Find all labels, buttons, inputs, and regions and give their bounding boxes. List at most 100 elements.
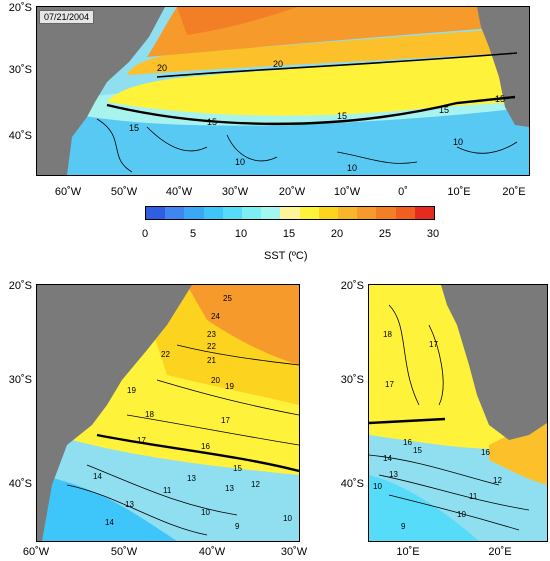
contour-label: 12 — [251, 480, 260, 489]
contour-label: 23 — [207, 330, 216, 339]
colorbar-tick: 20 — [330, 228, 344, 240]
colorbar-swatch — [242, 207, 262, 219]
top-contour-labels: 20 20 15 15 15 15 15 10 10 10 — [129, 59, 505, 173]
south-america-landmass — [37, 285, 192, 541]
contour-label: 11 — [163, 486, 172, 495]
contour-label: 14 — [105, 518, 114, 527]
contour-label: 22 — [161, 350, 170, 359]
colorbar-swatch — [318, 207, 339, 219]
contour-label: 20 — [157, 63, 167, 73]
contour-label: 12 — [493, 476, 502, 485]
colorbar-swatch — [376, 207, 396, 219]
x-tick-label: 10˚W — [333, 186, 361, 198]
contour-label: 9 — [235, 522, 240, 531]
colorbar-swatch — [338, 207, 358, 219]
colorbar-tick: 30 — [426, 228, 440, 240]
contour-label: 20 — [211, 376, 220, 385]
contour-label: 17 — [385, 380, 394, 389]
x-tick-label: 20˚E — [488, 546, 512, 558]
contour-label: 18 — [145, 410, 154, 419]
colorbar-swatch — [357, 207, 377, 219]
x-tick-label: 50˚W — [110, 546, 138, 558]
x-tick-label: 0˚ — [398, 186, 408, 198]
contour-label: 25 — [223, 294, 232, 303]
cold-contours — [96, 118, 518, 173]
colorbar-swatch — [146, 207, 166, 219]
colorbar-tick: 15 — [282, 228, 296, 240]
x-tick-label: 50˚W — [110, 186, 138, 198]
contour-label: 16 — [201, 442, 210, 451]
contour-label: 18 — [383, 330, 392, 339]
contour-label: 15 — [337, 111, 347, 121]
south-america-landmass — [37, 7, 165, 175]
contour-20 — [156, 52, 518, 78]
contour-lines — [66, 344, 299, 536]
africa-landmass — [441, 285, 547, 440]
contour-label: 13 — [187, 474, 196, 483]
colorbar-swatch — [261, 207, 281, 219]
top-map-panel: 20 20 15 15 15 15 15 10 10 10 — [36, 6, 530, 176]
sst-agulhas-warm — [489, 420, 547, 485]
sst-27-band — [177, 7, 297, 35]
contour-label: 10 — [235, 157, 245, 167]
contour-label: 11 — [469, 492, 478, 501]
contour-lines — [369, 304, 530, 531]
bottom-right-contour-labels: 18 17 17 16 16 15 14 13 12 11 10 10 9 — [373, 330, 502, 531]
bottom-left-map-svg: 25 24 23 22 22 21 20 19 19 18 17 17 16 1… — [37, 285, 299, 541]
bottom-left-map-panel: 25 24 23 22 22 21 20 19 19 18 17 17 16 1… — [36, 284, 300, 542]
contour-label: 15 — [495, 94, 505, 104]
contour-label: 10 — [201, 508, 210, 517]
contour-label: 10 — [453, 137, 463, 147]
y-tick-label: 40˚S — [340, 478, 364, 490]
x-tick-label: 30˚W — [280, 546, 308, 558]
contour-label: 13 — [389, 470, 398, 479]
contour-label: 19 — [225, 382, 234, 391]
contour-label: 10 — [373, 482, 382, 491]
colorbar-swatch — [222, 207, 243, 219]
contour-label: 10 — [457, 510, 466, 519]
y-tick-label: 20˚S — [8, 280, 32, 292]
contour-label: 13 — [125, 500, 134, 509]
y-tick-label: 30˚S — [340, 374, 364, 386]
x-tick-label: 20˚W — [278, 186, 306, 198]
sst-18-band — [107, 52, 529, 116]
contour-label: 21 — [207, 356, 216, 365]
front-line-top — [106, 95, 516, 126]
colorbar-swatch — [395, 207, 415, 219]
contour-label: 17 — [137, 436, 146, 445]
y-tick-label: 20˚S — [340, 280, 364, 292]
y-tick-label: 40˚S — [8, 478, 32, 490]
bottom-left-contour-labels: 25 24 23 22 22 21 20 19 19 18 17 17 16 1… — [93, 294, 292, 531]
contour-label: 15 — [233, 464, 242, 473]
top-map-svg: 20 20 15 15 15 15 15 10 10 10 — [37, 7, 529, 175]
colorbar-swatch — [280, 207, 300, 219]
colorbar-title: SST (ºC) — [264, 250, 308, 262]
contour-label: 15 — [207, 117, 217, 127]
colorbar-swatch — [299, 207, 319, 219]
contour-label: 15 — [129, 123, 139, 133]
contour-label: 17 — [221, 416, 230, 425]
contour-label: 10 — [283, 514, 292, 523]
x-tick-label: 40˚W — [165, 186, 193, 198]
front-line-bottom-right — [369, 417, 446, 425]
x-tick-label: 30˚W — [221, 186, 249, 198]
y-tick-label: 30˚S — [8, 374, 32, 386]
contour-label: 15 — [413, 446, 422, 455]
contour-label: 14 — [383, 454, 392, 463]
contour-label: 19 — [127, 386, 136, 395]
contour-label: 22 — [207, 342, 216, 351]
colorbar-swatch — [184, 207, 204, 219]
sst-24-band — [187, 285, 299, 365]
colorbar-swatch — [414, 207, 435, 219]
colorbar-tick: 0 — [141, 228, 149, 240]
x-tick-label: 40˚W — [198, 546, 226, 558]
sst-colorbar — [145, 206, 435, 220]
africa-landmass — [477, 7, 529, 127]
colorbar-tick: 25 — [378, 228, 392, 240]
sst-cold-band — [369, 475, 479, 541]
contour-label: 9 — [401, 522, 406, 531]
front-line-bottom-left — [96, 433, 299, 473]
x-tick-label: 20˚E — [502, 186, 526, 198]
x-tick-label: 10˚E — [447, 186, 471, 198]
y-tick-label: 30˚S — [8, 64, 32, 76]
